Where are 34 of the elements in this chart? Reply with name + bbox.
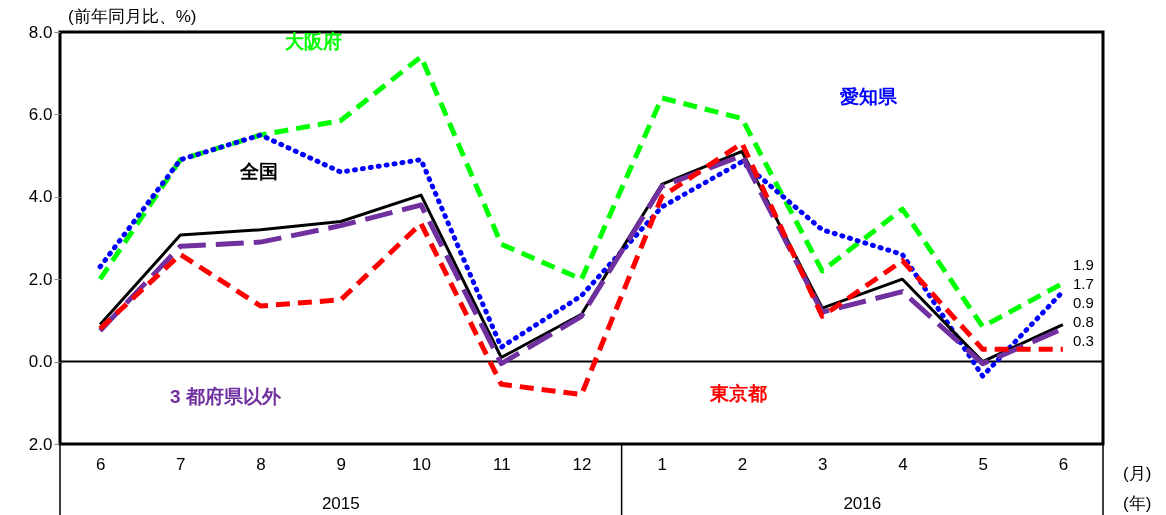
text: (年) (1123, 494, 1152, 513)
x-tick-label: 11 (492, 454, 511, 474)
y-axis-title: (前年同月比、%) (68, 7, 197, 26)
x-tick-label: 10 (412, 454, 431, 474)
x-tick-label: 2 (737, 454, 748, 474)
text: 大阪府 (285, 31, 342, 52)
x-tick-label: 8 (256, 454, 266, 474)
text: 3 都府県以外 (170, 386, 282, 407)
text: 2016 (843, 494, 882, 513)
y-tick-label: 2.0 (28, 434, 53, 454)
x-tick-label: 9 (336, 454, 347, 474)
text: 全国 (239, 161, 278, 182)
x-tick-label: 12 (572, 454, 592, 474)
x-tick-label: 5 (978, 454, 988, 474)
data-label: 0.8 (1072, 313, 1094, 331)
x-tick-label: 4 (898, 454, 908, 474)
y-tick-label: 0.0 (28, 352, 53, 372)
x-tick-label: 6 (1058, 454, 1069, 474)
y-tick-label: 8.0 (28, 22, 53, 42)
y-tick-label: 6.0 (28, 104, 53, 124)
text: 東京都 (709, 383, 767, 404)
data-label: 0.3 (1072, 332, 1094, 350)
x-tick-label: 6 (95, 454, 106, 474)
text: (月) (1123, 464, 1152, 483)
x-tick-label: 1 (657, 454, 667, 474)
y-tick-label: 2.0 (28, 269, 53, 289)
data-label: 1.9 (1072, 256, 1094, 274)
y-tick-label: 4.0 (28, 187, 53, 207)
data-label: 0.9 (1072, 294, 1094, 312)
x-tick-label: 7 (176, 454, 186, 474)
text: 愛知県 (840, 86, 898, 107)
x-tick-label: 3 (817, 454, 828, 474)
text: 2015 (321, 494, 360, 513)
data-label: 1.7 (1072, 275, 1094, 293)
